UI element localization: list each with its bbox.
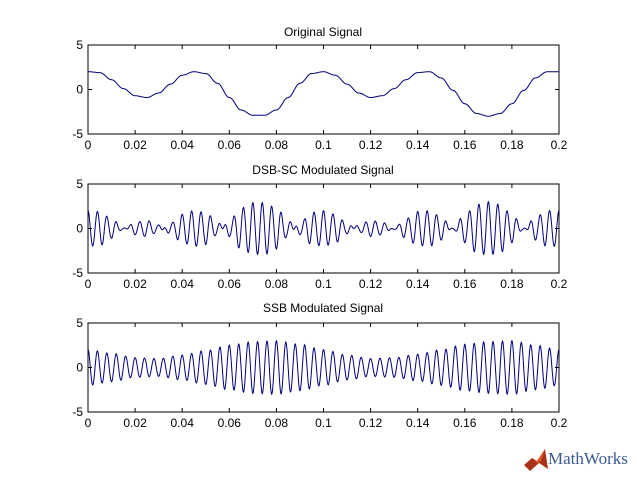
x-tick-label: 0.2 [551,416,568,430]
x-tick-label: 0.04 [171,277,195,291]
signal-line [87,200,560,256]
x-tick-label: 0 [85,416,92,430]
x-tick-label: 0.1 [315,416,332,430]
axes-frame [87,322,560,413]
signal-line [87,71,559,117]
y-tick-label: -5 [72,405,83,419]
y-tick-label: 0 [76,222,83,236]
x-tick-label: 0.12 [359,138,383,152]
x-tick-label: 0.1 [315,138,332,152]
chart-title: DSB-SC Modulated Signal [252,163,393,177]
x-tick-label: 0.18 [500,277,524,291]
axes-frame [87,44,560,135]
logo-text: MathWorks [548,449,628,468]
subplot-ssb-modulated-signal: SSB Modulated Signal 0 0.02 0.04 0.06 0.08 0.… [72,301,567,430]
logo-peak-shape [532,449,545,463]
x-tick-label: 0.06 [218,416,242,430]
chart-title: Original Signal [284,25,362,39]
x-tick-label: 0.16 [453,138,477,152]
x-tick-label: 0.14 [406,416,430,430]
signal-series [87,339,560,396]
x-tick-label: 0.04 [171,138,195,152]
y-tick-label: -5 [72,266,83,280]
signal-series [87,200,560,256]
logo-base-shape [524,449,548,471]
x-tick-label: 0.04 [171,416,195,430]
x-tick-label: 0.06 [218,277,242,291]
x-axis: 0 0.02 0.04 0.06 0.08 0.1 0.12 0.14 0.16 0.18 0.2 [85,184,568,291]
x-tick-label: 0.08 [265,138,289,152]
x-tick-label: 0.08 [265,277,289,291]
axes-frame [87,183,560,274]
y-tick-label: 0 [76,83,83,97]
x-tick-label: 0.14 [406,277,430,291]
x-tick-label: 0.16 [453,416,477,430]
x-tick-label: 0.02 [123,277,147,291]
y-tick-label: 5 [76,316,83,330]
subplot-original-signal: Original Signal 0 0.02 0.04 0.06 0.08 0.1 0.12… [72,25,567,152]
x-tick-label: 0.08 [265,416,289,430]
x-tick-label: 0 [85,138,92,152]
mathworks-logo: MathWorks [524,445,636,475]
y-tick-label: 5 [76,177,83,191]
x-tick-label: 0.02 [123,138,147,152]
y-tick-label: 5 [76,38,83,52]
mathworks-membrane-logo-icon [524,449,548,471]
x-tick-label: 0.2 [551,138,568,152]
y-tick-label: -5 [72,127,83,141]
y-axis: -5 0 5 [72,177,559,280]
signal-line [87,339,560,396]
x-tick-label: 0.18 [500,416,524,430]
chart-title: SSB Modulated Signal [263,301,383,315]
x-axis: 0 0.02 0.04 0.06 0.08 0.1 0.12 0.14 0.16 0.18 0.2 [85,323,568,430]
x-tick-label: 0 [85,277,92,291]
signal-series [87,71,559,117]
x-tick-label: 0.06 [218,138,242,152]
y-axis: -5 0 5 [72,38,559,141]
x-tick-label: 0.2 [551,277,568,291]
x-tick-label: 0.02 [123,416,147,430]
subplot-dsb-sc-modulated-signal: DSB-SC Modulated Signal 0 0.02 0.04 0.06 0.0… [72,163,567,291]
x-axis: 0 0.02 0.04 0.06 0.08 0.1 0.12 0.14 0.16 0.18 0.2 [85,45,568,152]
x-tick-label: 0.14 [406,138,430,152]
x-tick-label: 0.18 [500,138,524,152]
y-axis: -5 0 5 [72,316,559,419]
x-tick-label: 0.16 [453,277,477,291]
x-tick-label: 0.12 [359,277,383,291]
y-tick-label: 0 [76,361,83,375]
x-tick-label: 0.12 [359,416,383,430]
x-tick-label: 0.1 [315,277,332,291]
